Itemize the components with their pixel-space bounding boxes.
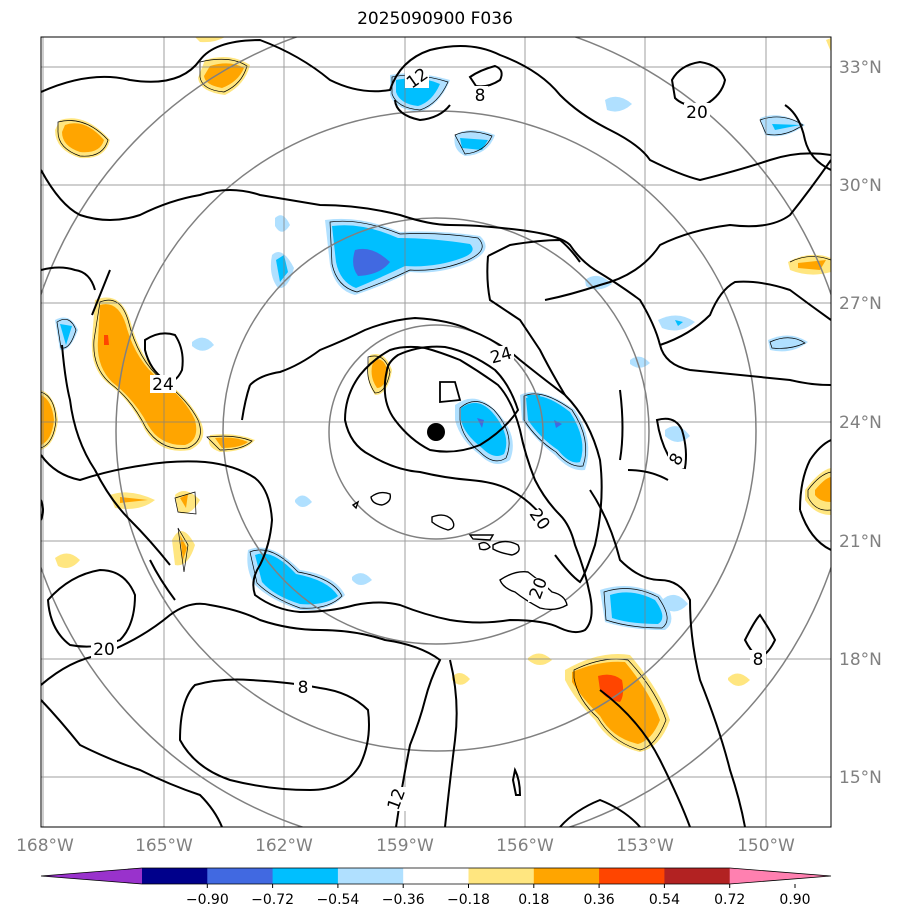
longitude-labels: 168°W 165°W 162°W 159°W 156°W 153°W 150°… [16, 836, 795, 856]
contour-label: 8 [475, 86, 486, 106]
lat-label: 24°N [839, 413, 882, 433]
contour-label: 20 [686, 103, 708, 123]
colorbar-max-extend [729, 868, 831, 884]
colorbar-tick-label: −0.18 [447, 892, 490, 908]
lat-label: 33°N [839, 58, 882, 78]
lon-label: 156°W [496, 836, 554, 856]
storm-center-marker [427, 423, 445, 441]
colorbar-swatch [403, 868, 469, 884]
lon-label: 165°W [135, 836, 193, 856]
colorbar-tick-label: 0.54 [649, 892, 680, 908]
colorbar: −0.90 −0.72 −0.54 −0.36 −0.18 0.18 0.36 0.54 0.7… [40, 867, 832, 908]
colorbar-swatch [664, 868, 731, 884]
lat-label: 18°N [839, 650, 882, 670]
lon-label: 153°W [616, 836, 674, 856]
colorbar-swatch [337, 868, 404, 884]
colorbar-swatch [207, 868, 274, 884]
lat-label: 27°N [839, 294, 882, 314]
colorbar-tick-label: 0.72 [714, 892, 745, 908]
latitude-labels: 33°N 30°N 27°N 24°N 21°N 18°N 15°N [839, 58, 882, 788]
colorbar-swatch [599, 868, 665, 884]
lat-label: 21°N [839, 532, 882, 552]
colorbar-swatch [468, 868, 535, 884]
height-contours [41, 38, 831, 827]
colorbar-tick-label: −0.54 [316, 892, 359, 908]
contour-label: 8 [753, 650, 764, 670]
contour-label: 24 [152, 375, 174, 395]
colorbar-tick-label: 0.36 [584, 892, 615, 908]
lat-label: 15°N [839, 768, 882, 788]
colorbar-tick-label: 0.90 [779, 892, 810, 908]
colorbar-swatch [142, 868, 208, 884]
colorbar-swatch [533, 868, 600, 884]
map-area: 12 8 20 24 24 8 20 20 20 8 8 12 [41, 37, 831, 827]
lat-label: 30°N [839, 176, 882, 196]
colorbar-tick-label: −0.72 [251, 892, 294, 908]
colorbar-tick-label: 0.18 [518, 892, 549, 908]
lon-label: 150°W [737, 836, 795, 856]
lon-label: 162°W [255, 836, 313, 856]
contour-label: 8 [298, 678, 309, 698]
range-rings [41, 37, 831, 827]
lon-label: 168°W [16, 836, 74, 856]
colorbar-tick-label: −0.90 [186, 892, 229, 908]
contour-label: 20 [93, 640, 115, 660]
map-frame [40, 36, 832, 828]
lon-label: 159°W [376, 836, 434, 856]
map-title: 2025090900 F036 [357, 9, 513, 29]
colorbar-min-extend [41, 868, 142, 884]
negative-anomaly-patches [55, 73, 808, 630]
colorbar-outline [40, 867, 832, 885]
colorbar-tick-label: −0.36 [382, 892, 425, 908]
colorbar-swatch [272, 868, 339, 884]
